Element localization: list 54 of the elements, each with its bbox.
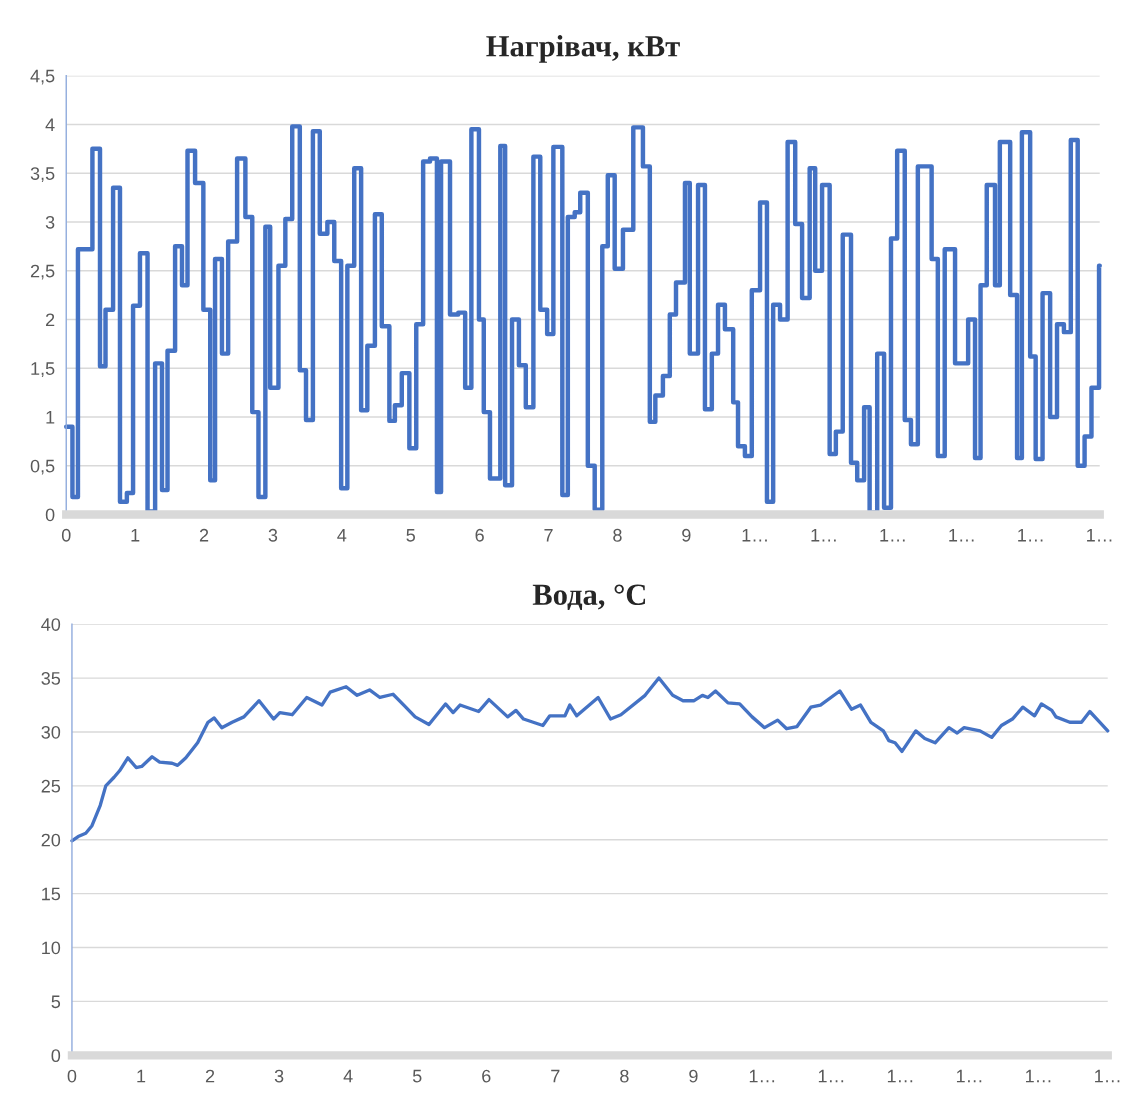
x-tick-label: 6 [475,528,484,542]
y-tick-label: 25 [41,779,61,793]
x-tick-label: 1 [131,529,140,542]
y-tick-label: 30 [41,725,61,739]
y-tick-label: 2,5 [30,264,55,280]
y-tick-label: 40 [41,618,61,631]
x-tick-label: 4 [343,1069,353,1083]
x-tick-label: 4 [337,529,347,542]
x-tick-label: 8 [620,1069,629,1083]
x-tick-label: 5 [412,1069,422,1083]
chart-title: Нагрівач, кВт [486,35,680,63]
y-tick-label: 1 [46,411,55,424]
y-tick-label: 0 [45,508,55,522]
x-tick-label: 3 [268,528,278,542]
x-tick-label: 1… [749,1069,775,1083]
x-tick-label: 8 [613,528,622,542]
y-tick-label: 4,5 [30,69,55,85]
y-tick-label: 20 [41,833,61,847]
x-tick-label: 9 [689,1069,698,1083]
y-tick-label: 3 [45,215,55,229]
x-tick-label: 1… [742,529,767,542]
x-tick-label: 1 [137,1069,146,1083]
x-tick-label: 1… [887,1069,913,1083]
x-tick-label: 7 [544,529,553,542]
y-tick-label: 35 [41,672,61,685]
x-tick-label: 0 [61,528,71,542]
y-tick-label: 10 [42,941,61,955]
x-tick-label: 1… [818,1069,844,1083]
x-tick-label: 5 [406,529,415,542]
x-tick-label: 6 [482,1069,491,1083]
x-tick-label: 2 [199,528,209,542]
x-tick-label: 1… [1018,529,1043,542]
chart-title: Вода, °C [532,584,646,611]
x-tick-label: 1… [949,529,974,542]
y-tick-label: 0 [51,1049,61,1063]
y-tick-label: 15 [42,887,61,901]
x-tick-label: 7 [551,1069,560,1083]
y-tick-label: 1,5 [31,362,55,378]
x-tick-label: 1… [811,529,836,542]
x-tick-label: 1… [880,529,905,542]
x-tick-label: 0 [67,1069,77,1083]
x-tick-label: 1… [1095,1069,1120,1083]
x-tick-label: 3 [274,1069,284,1083]
y-tick-label: 3,5 [30,167,55,183]
y-tick-label: 2 [45,313,55,327]
x-tick-label: 9 [682,528,691,542]
x-tick-label: 2 [205,1069,215,1083]
x-tick-label: 1… [956,1069,982,1083]
line-series [70,676,1110,843]
y-tick-label: 0,5 [30,459,55,475]
y-tick-label: 5 [51,995,61,1009]
x-tick-label: 1… [1087,529,1112,542]
x-tick-label: 1… [1026,1069,1051,1083]
y-tick-label: 4 [45,118,55,131]
